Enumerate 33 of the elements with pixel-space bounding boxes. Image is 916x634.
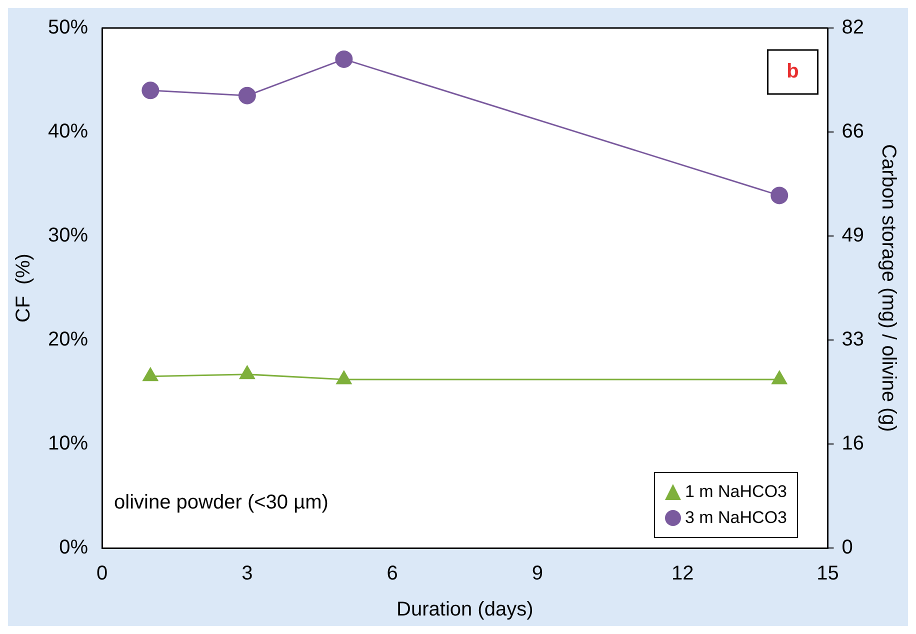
x-axis-title: Duration (days) — [396, 598, 534, 621]
y-tick-label: 30% — [48, 224, 88, 247]
legend-label: 1 m NaHCO3 — [684, 481, 787, 503]
point — [336, 370, 352, 384]
y-axis-title: CF (%) — [12, 254, 35, 322]
point — [335, 50, 353, 68]
y-tick-label: 50% — [48, 16, 88, 39]
point — [772, 370, 788, 384]
y2-tick-label: 33 — [842, 328, 864, 351]
x-tick-label: 12 — [671, 562, 694, 585]
point — [238, 86, 256, 104]
legend-label: 3 m NaHCO3 — [684, 507, 787, 529]
y2-tick-label: 0 — [842, 536, 853, 559]
point — [142, 82, 160, 100]
y-tick-label: 10% — [48, 432, 88, 455]
x-tick-label: 0 — [96, 562, 108, 585]
x-tick-label: 15 — [816, 562, 839, 585]
x-tick-label: 6 — [386, 562, 398, 585]
y2-tick-label: 66 — [842, 120, 864, 143]
point — [239, 366, 255, 380]
y-tick-label: 0% — [59, 536, 88, 559]
point — [142, 368, 158, 382]
x-tick-label: 9 — [532, 562, 544, 585]
y-tick-label: 20% — [48, 328, 88, 351]
y2-tick-label: 49 — [842, 224, 864, 247]
y2-tick-label: 82 — [842, 16, 864, 39]
point — [770, 186, 788, 204]
y-tick-label: 40% — [48, 120, 88, 143]
y2-axis-title: Carbon storage (mg) / olivine (g) — [877, 144, 900, 432]
annotation: olivine powder (<30 µm) — [114, 492, 328, 514]
y2-tick-label: 16 — [842, 432, 864, 455]
annotation: b — [786, 60, 799, 83]
x-tick-label: 3 — [242, 562, 253, 585]
